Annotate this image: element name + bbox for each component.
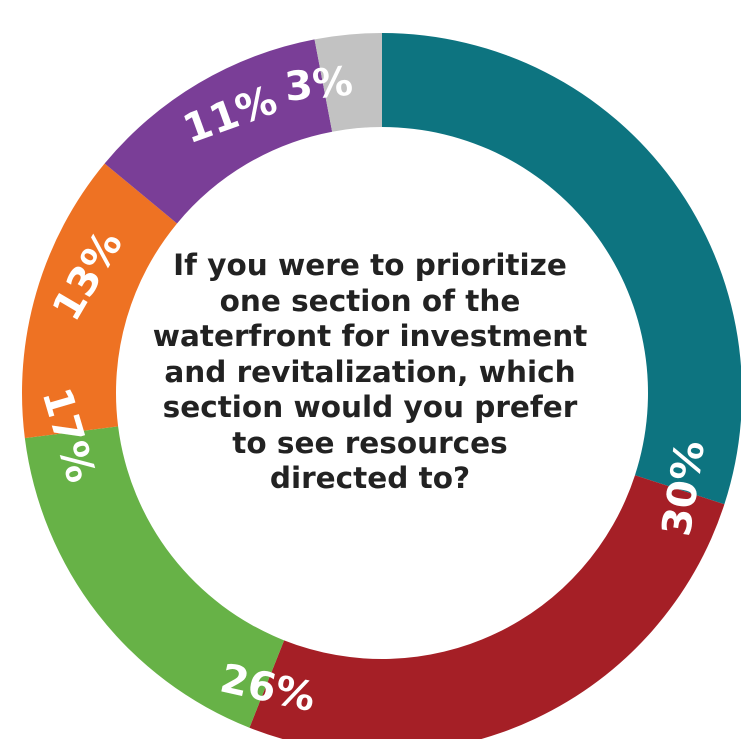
donut-slice-1 (249, 475, 725, 739)
donut-slice-2 (24, 426, 285, 728)
donut-slice-3 (22, 163, 178, 439)
slice-label-5: 3% (283, 58, 355, 110)
donut-slice-5 (314, 33, 382, 132)
slices-layer (22, 33, 741, 739)
donut-slice-0 (382, 33, 741, 505)
chart-title: If you were to prioritize one section of… (152, 248, 588, 495)
donut-slice-4 (104, 39, 333, 224)
